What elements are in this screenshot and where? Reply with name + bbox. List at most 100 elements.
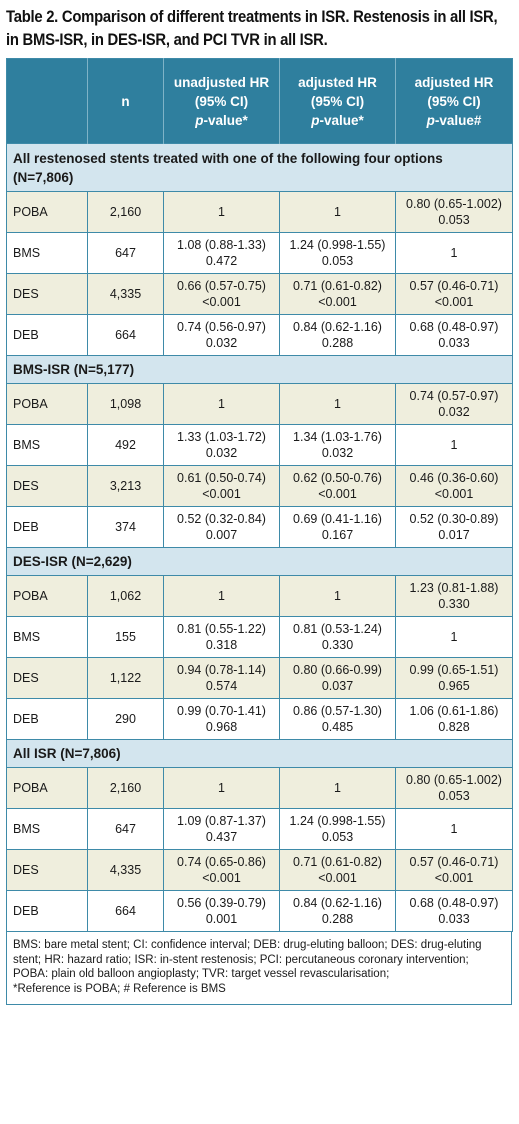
table-row: DEB 290 0.99 (0.70-1.41) 0.968 0.86 (0.57-1.… [6, 698, 513, 740]
treatment-label: BMS [6, 232, 88, 274]
adjusted-hr-pvalue: <0.001 [318, 871, 357, 885]
n-value: 664 [87, 314, 164, 356]
header-line: (95% CI) [310, 93, 365, 109]
adjusted-hr-bms-cell: 1 [395, 616, 513, 658]
unadjusted-hr-value: 0.81 (0.55-1.22) [177, 622, 266, 636]
adjusted-hr-pvalue: 0.032 [321, 446, 354, 460]
unadjusted-hr-pvalue: 0.032 [205, 336, 238, 350]
treatment-label: DEB [6, 314, 88, 356]
adjusted-hr-value: 0.80 (0.66-0.99) [293, 663, 382, 677]
adjusted-hr-bms-value: 0.74 (0.57-0.97) [409, 389, 499, 403]
unadjusted-hr-cell: 1.09 (0.87-1.37) 0.437 [163, 808, 280, 850]
unadjusted-hr-value: 0.52 (0.32-0.84) [177, 512, 266, 526]
n-value: 155 [87, 616, 164, 658]
adjusted-hr-bms-cell: 0.46 (0.36-0.60) <0.001 [395, 465, 513, 507]
unadjusted-hr-value: 1 [218, 397, 225, 411]
adjusted-hr-bms-pvalue: 0.330 [438, 597, 470, 611]
adjusted-hr-value: 1.34 (1.03-1.76) [293, 430, 382, 444]
unadjusted-hr-cell: 0.94 (0.78-1.14) 0.574 [163, 657, 280, 699]
adjusted-hr-bms-value: 0.80 (0.65-1.002) [406, 197, 502, 211]
adjusted-hr-value: 1.24 (0.998-1.55) [289, 814, 386, 828]
unadjusted-hr-value: 0.61 (0.50-0.74) [177, 471, 266, 485]
adjusted-hr-cell: 0.84 (0.62-1.16) 0.288 [279, 314, 396, 356]
adjusted-hr-bms-value: 0.46 (0.36-0.60) [409, 471, 499, 485]
table-row: DEB 664 0.56 (0.39-0.79) 0.001 0.84 (0.62-1.… [6, 890, 513, 932]
table-row: POBA 2,160 1 1 0.80 (0.65-1.002) 0.053 [6, 767, 513, 809]
adjusted-hr-value: 0.81 (0.53-1.24) [293, 622, 382, 636]
adjusted-hr-bms-cell: 1 [395, 424, 513, 466]
adjusted-hr-cell: 0.62 (0.50-0.76) <0.001 [279, 465, 396, 507]
unadjusted-hr-cell: 0.81 (0.55-1.22) 0.318 [163, 616, 280, 658]
table-row: POBA 2,160 1 1 0.80 (0.65-1.002) 0.053 [6, 191, 513, 233]
adjusted-hr-bms-value: 0.52 (0.30-0.89) [409, 512, 499, 526]
table-row: POBA 1,098 1 1 0.74 (0.57-0.97) 0.032 [6, 383, 513, 425]
unadjusted-hr-pvalue: <0.001 [202, 871, 241, 885]
treatment-label: POBA [6, 575, 88, 617]
unadjusted-hr-value: 0.74 (0.65-0.86) [177, 855, 266, 869]
footnote-abbreviations: BMS: bare metal stent; CI: confidence in… [13, 939, 482, 980]
adjusted-hr-value: 1 [334, 781, 341, 795]
unadjusted-hr-pvalue: 0.032 [205, 446, 238, 460]
adjusted-hr-cell: 1 [279, 383, 396, 425]
treatment-label: DES [6, 849, 88, 891]
adjusted-hr-value: 0.84 (0.62-1.16) [293, 896, 382, 910]
unadjusted-hr-cell: 0.74 (0.65-0.86) <0.001 [163, 849, 280, 891]
adjusted-hr-bms-value: 1 [450, 438, 458, 452]
adjusted-hr-bms-pvalue: 0.053 [438, 789, 470, 803]
adjusted-hr-bms-pvalue: <0.001 [434, 487, 474, 501]
n-value: 2,160 [87, 767, 164, 809]
treatment-label: DES [6, 273, 88, 315]
section-row: DES-ISR (N=2,629) [6, 547, 513, 576]
unadjusted-hr-value: 1.09 (0.87-1.37) [177, 814, 266, 828]
adjusted-hr-bms-value: 1 [450, 246, 458, 260]
table-row: DES 4,335 0.74 (0.65-0.86) <0.001 0.71 (0.61… [6, 849, 513, 891]
unadjusted-hr-cell: 0.52 (0.32-0.84) 0.007 [163, 506, 280, 548]
unadjusted-hr-cell: 0.66 (0.57-0.75) <0.001 [163, 273, 280, 315]
unadjusted-hr-pvalue: <0.001 [202, 295, 241, 309]
treatment-label: DES [6, 657, 88, 699]
adjusted-hr-bms-value: 0.68 (0.48-0.97) [409, 896, 499, 910]
adjusted-hr-bms-cell: 1 [395, 232, 513, 274]
adjusted-hr-value: 1.24 (0.998-1.55) [289, 238, 386, 252]
adjusted-hr-bms-cell: 0.68 (0.48-0.97) 0.033 [395, 890, 513, 932]
adjusted-hr-pvalue: 0.485 [321, 720, 354, 734]
treatment-label: POBA [6, 383, 88, 425]
unadjusted-hr-value: 1.08 (0.88-1.33) [177, 238, 266, 252]
treatment-label: DES [6, 465, 88, 507]
adjusted-hr-value: 1 [334, 205, 341, 219]
adjusted-hr-pvalue: 0.288 [321, 912, 354, 926]
n-value: 1,062 [87, 575, 164, 617]
adjusted-hr-cell: 0.71 (0.61-0.82) <0.001 [279, 273, 396, 315]
unadjusted-hr-cell: 1 [163, 383, 280, 425]
n-value: 4,335 [87, 849, 164, 891]
adjusted-hr-bms-value: 0.80 (0.65-1.002) [406, 773, 502, 787]
n-value: 647 [87, 232, 164, 274]
adjusted-hr-bms-value: 1.23 (0.81-1.88) [409, 581, 499, 595]
header-adjusted-hr-bms: adjusted HR (95% CI) p-value# [395, 58, 513, 144]
adjusted-hr-bms-cell: 0.57 (0.46-0.71) <0.001 [395, 273, 513, 315]
adjusted-hr-pvalue: 0.053 [321, 254, 354, 268]
header-line: unadjusted HR [173, 74, 270, 90]
adjusted-hr-bms-pvalue: 0.965 [438, 679, 470, 693]
unadjusted-hr-cell: 0.61 (0.50-0.74) <0.001 [163, 465, 280, 507]
adjusted-hr-pvalue: <0.001 [318, 295, 357, 309]
adjusted-hr-bms-cell: 0.99 (0.65-1.51) 0.965 [395, 657, 513, 699]
adjusted-hr-pvalue: 0.288 [321, 336, 354, 350]
header-p: p [195, 112, 204, 128]
unadjusted-hr-pvalue: 0.968 [205, 720, 238, 734]
adjusted-hr-bms-value: 1.06 (0.61-1.86) [409, 704, 499, 718]
table-row: DES 3,213 0.61 (0.50-0.74) <0.001 0.62 (0.50… [6, 465, 513, 507]
header-p: p [426, 112, 435, 128]
adjusted-hr-cell: 0.80 (0.66-0.99) 0.037 [279, 657, 396, 699]
adjusted-hr-cell: 1 [279, 767, 396, 809]
adjusted-hr-pvalue: 0.330 [321, 638, 354, 652]
table-row: POBA 1,062 1 1 1.23 (0.81-1.88) 0.330 [6, 575, 513, 617]
table-row: BMS 492 1.33 (1.03-1.72) 0.032 1.34 (1.03-1.… [6, 424, 513, 466]
adjusted-hr-bms-value: 1 [450, 822, 458, 836]
table-caption: Table 2. Comparison of different treatme… [6, 8, 498, 49]
unadjusted-hr-cell: 0.99 (0.70-1.41) 0.968 [163, 698, 280, 740]
results-table: n unadjusted HR (95% CI) p-value* adjust… [6, 58, 513, 932]
treatment-label: DEB [6, 506, 88, 548]
unadjusted-hr-cell: 1 [163, 767, 280, 809]
section-title: BMS-ISR (N=5,177) [6, 355, 513, 384]
